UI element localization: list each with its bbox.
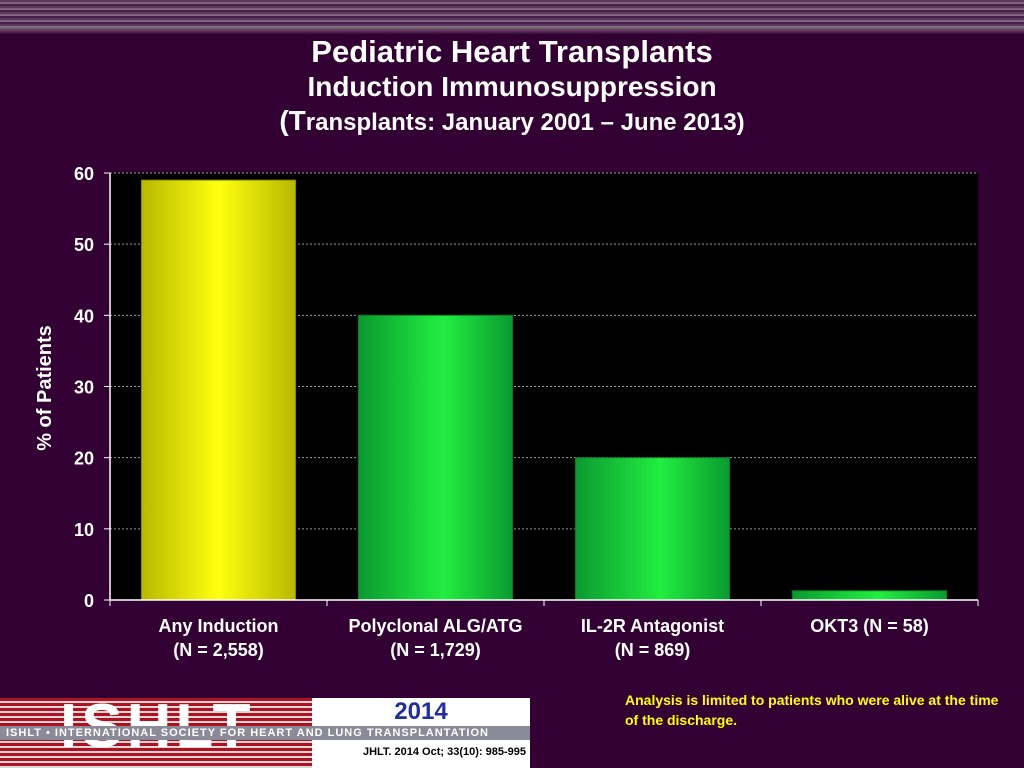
x-tick-label: Polyclonal ALG/ATG xyxy=(348,616,522,636)
x-tick-label: (N = 2,558) xyxy=(173,640,264,660)
logo-year-box: 2014 xyxy=(312,698,530,726)
bar-3 xyxy=(791,590,948,601)
y-tick-label: 0 xyxy=(84,591,94,611)
ishlt-logo: ISHLT 2014 ISHLT • INTERNATIONAL SOCIETY… xyxy=(0,692,530,768)
x-tick-label: (N = 869) xyxy=(615,640,691,660)
bar-1 xyxy=(357,314,514,601)
title-line-3-open: (T xyxy=(279,105,306,136)
logo-society-band: ISHLT • INTERNATIONAL SOCIETY FOR HEART … xyxy=(0,726,530,740)
title-line-3: (Transplants: January 2001 – June 2013) xyxy=(0,104,1024,140)
y-axis-label: % of Patients xyxy=(34,325,56,451)
x-tick-label: Any Induction xyxy=(159,616,279,636)
x-tick-label: OKT3 (N = 58) xyxy=(810,616,929,636)
bar-2 xyxy=(574,457,731,601)
y-tick-label: 30 xyxy=(74,378,94,398)
bars xyxy=(140,179,948,601)
y-tick-label: 20 xyxy=(74,449,94,469)
bar-0 xyxy=(140,179,297,601)
y-tick-labels: 0 10 20 30 40 50 60 xyxy=(74,164,94,611)
y-tick-label: 10 xyxy=(74,520,94,540)
logo-citation-box: JHLT. 2014 Oct; 33(10): 985-995 xyxy=(312,740,530,768)
citation: JHLT. 2014 Oct; 33(10): 985-995 xyxy=(362,746,526,758)
axes xyxy=(104,172,979,606)
y-tick-label: 60 xyxy=(74,164,94,184)
header-stripes xyxy=(0,0,1024,34)
x-tick-labels: Any Induction (N = 2,558) Polyclonal ALG/A… xyxy=(159,616,929,660)
analysis-note: Analysis is limited to patients who were… xyxy=(625,692,999,728)
title-line-1: Pediatric Heart Transplants xyxy=(311,34,713,69)
x-tick-label: (N = 1,729) xyxy=(390,640,481,660)
logo-year: 2014 xyxy=(394,698,448,725)
slide-title: Pediatric Heart Transplants Induction Im… xyxy=(0,34,1024,140)
y-tick-label: 50 xyxy=(74,235,94,255)
y-tick-label: 40 xyxy=(74,306,94,326)
title-line-2: Induction Immunosuppression xyxy=(307,71,717,102)
x-tick-label: IL-2R Antagonist xyxy=(581,616,724,636)
title-line-3-rest: ransplants: January 2001 – June 2013) xyxy=(305,109,745,136)
